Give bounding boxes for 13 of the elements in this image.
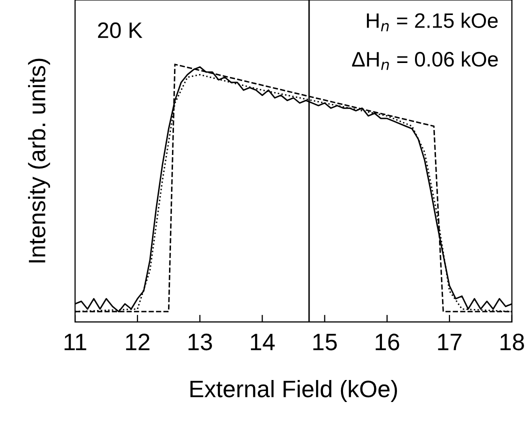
x-tick-label: 11	[64, 334, 86, 350]
x-tick-label: 12	[126, 334, 150, 350]
text: H$_{n}$ = 2.15 kOe	[366, 12, 498, 32]
y-axis-title: Intensity (arb. units)	[28, 58, 50, 262]
x-tick-label: 16	[376, 334, 400, 350]
x-tick-label: 18	[500, 334, 524, 350]
x-tick-label: 17	[438, 334, 462, 350]
x-axis-title: External Field (kOe)	[190, 380, 397, 402]
x-tick-label: 14	[250, 334, 275, 350]
x-tick-label: 13	[188, 334, 212, 350]
x-tick-label: 15	[313, 334, 337, 350]
text: 20 K	[98, 22, 142, 38]
annotation: ΔH$_{n}$ = 0.06 kOe	[352, 51, 498, 70]
